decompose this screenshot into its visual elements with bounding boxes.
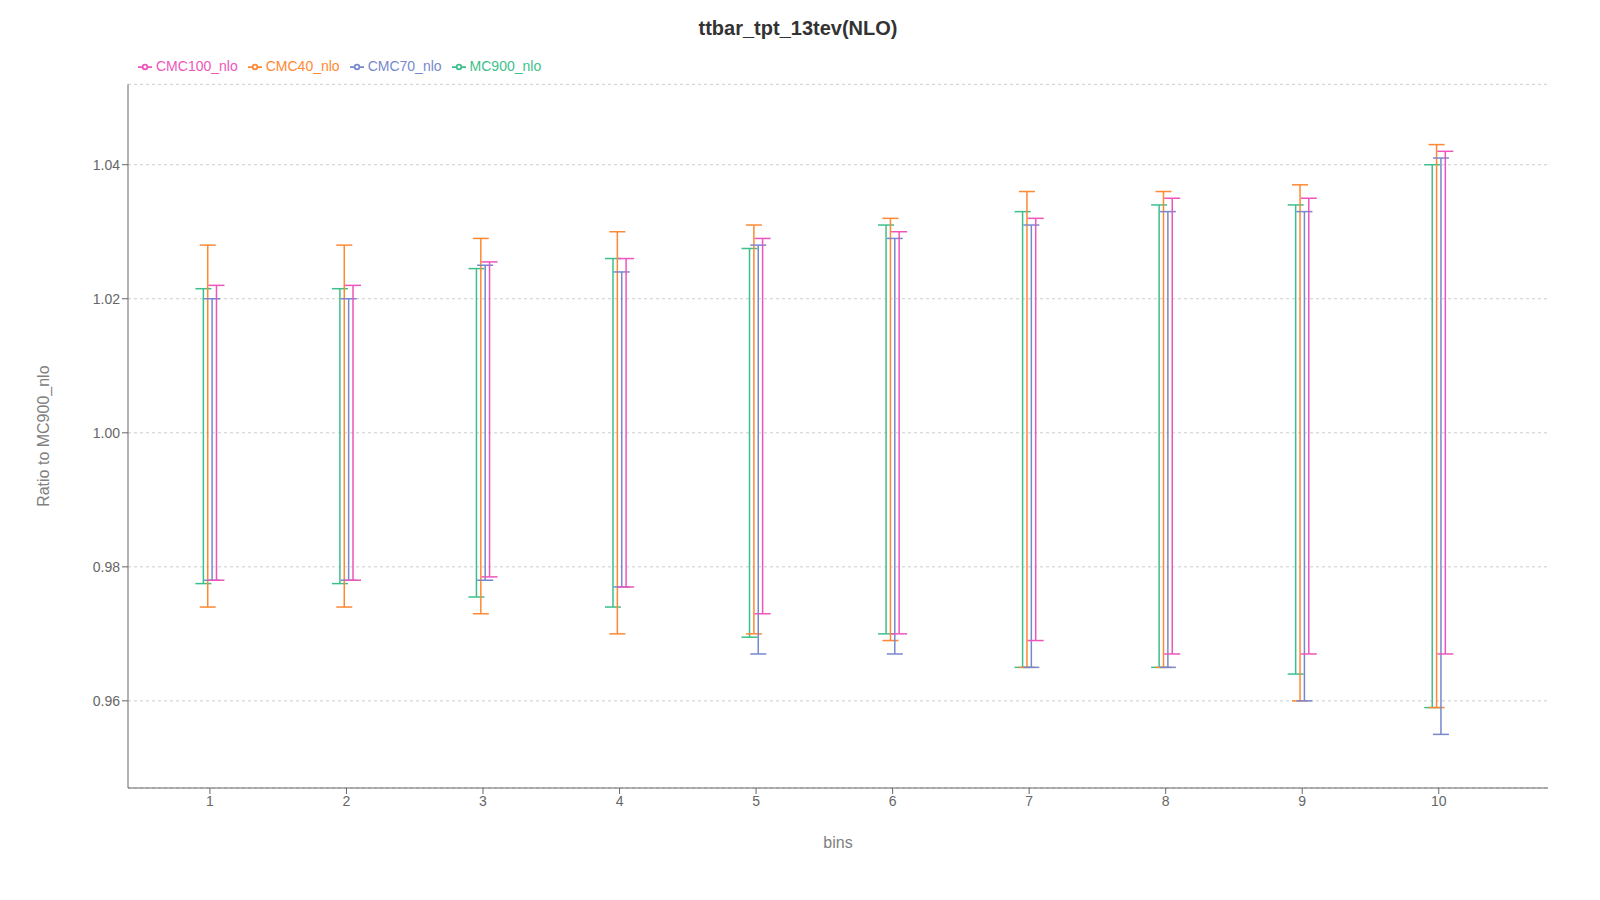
html-text:CMC70_nlo: CMC70_nlo: [367, 58, 442, 74]
html-text:MC900_nlo: MC900_nlo: [469, 58, 542, 74]
svg-text:1.02: 1.02: [93, 291, 120, 307]
svg-text:8: 8: [1162, 793, 1170, 809]
svg-text:0.98: 0.98: [93, 559, 120, 575]
svg-text:5: 5: [752, 793, 760, 809]
svg-text:0.96: 0.96: [93, 693, 120, 709]
html-text:CMC40_nlo: CMC40_nlo: [265, 58, 340, 74]
svg-text:bins: bins: [823, 834, 852, 851]
svg-text:1.04: 1.04: [93, 157, 120, 173]
svg-text:2: 2: [343, 793, 351, 809]
svg-text:3: 3: [479, 793, 487, 809]
svg-text:10: 10: [1431, 793, 1447, 809]
svg-text:1: 1: [206, 793, 214, 809]
svg-text:6: 6: [889, 793, 897, 809]
svg-text:Ratio to MC900_nlo: Ratio to MC900_nlo: [35, 365, 53, 507]
svg-text:7: 7: [1025, 793, 1033, 809]
svg-text:9: 9: [1298, 793, 1306, 809]
svg-text:4: 4: [616, 793, 624, 809]
svg-text:1.00: 1.00: [93, 425, 120, 441]
html-text:ttbar_tpt_13tev(NLO): ttbar_tpt_13tev(NLO): [698, 17, 898, 39]
html-text:CMC100_nlo: CMC100_nlo: [156, 58, 238, 74]
